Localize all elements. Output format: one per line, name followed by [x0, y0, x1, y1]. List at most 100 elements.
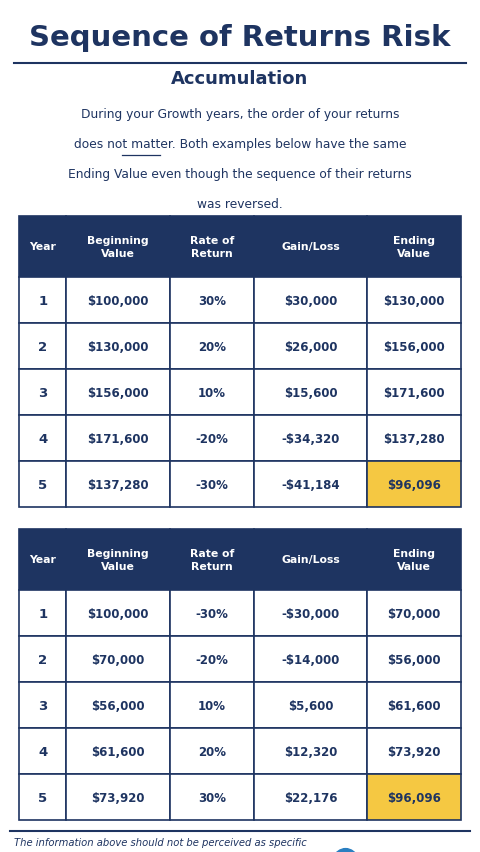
- Text: Ending
Value: Ending Value: [393, 549, 435, 571]
- Text: -$41,184: -$41,184: [281, 478, 340, 492]
- Text: $96,096: $96,096: [387, 791, 441, 804]
- FancyBboxPatch shape: [169, 278, 254, 324]
- Text: $73,920: $73,920: [91, 791, 144, 804]
- FancyBboxPatch shape: [367, 370, 461, 416]
- Circle shape: [325, 849, 366, 852]
- FancyBboxPatch shape: [367, 216, 461, 278]
- Text: $96,096: $96,096: [387, 478, 441, 492]
- FancyBboxPatch shape: [169, 590, 254, 636]
- Text: -$30,000: -$30,000: [281, 607, 339, 620]
- FancyBboxPatch shape: [169, 324, 254, 370]
- FancyBboxPatch shape: [19, 590, 66, 636]
- FancyBboxPatch shape: [19, 216, 66, 278]
- Text: $70,000: $70,000: [387, 607, 441, 620]
- FancyBboxPatch shape: [169, 682, 254, 728]
- Text: 1: 1: [38, 607, 47, 620]
- FancyBboxPatch shape: [19, 728, 66, 774]
- FancyBboxPatch shape: [367, 728, 461, 774]
- Text: 1: 1: [38, 294, 47, 308]
- Text: Rate of
Return: Rate of Return: [190, 236, 234, 258]
- FancyBboxPatch shape: [254, 216, 367, 278]
- Text: $137,280: $137,280: [87, 478, 149, 492]
- Text: $171,600: $171,600: [383, 386, 444, 400]
- FancyBboxPatch shape: [66, 462, 169, 508]
- FancyBboxPatch shape: [367, 462, 461, 508]
- Text: -30%: -30%: [195, 607, 228, 620]
- FancyBboxPatch shape: [169, 216, 254, 278]
- FancyBboxPatch shape: [254, 636, 367, 682]
- Text: was reversed.: was reversed.: [197, 198, 283, 210]
- Text: 3: 3: [38, 699, 48, 712]
- Text: 5: 5: [38, 791, 47, 804]
- Text: $70,000: $70,000: [91, 653, 144, 666]
- FancyBboxPatch shape: [169, 370, 254, 416]
- FancyBboxPatch shape: [19, 462, 66, 508]
- Text: Sequence of Returns Risk: Sequence of Returns Risk: [29, 24, 451, 52]
- Text: $30,000: $30,000: [284, 294, 337, 308]
- Text: 20%: 20%: [198, 340, 226, 354]
- Text: Beginning
Value: Beginning Value: [87, 549, 149, 571]
- FancyBboxPatch shape: [19, 774, 66, 820]
- FancyBboxPatch shape: [66, 590, 169, 636]
- Text: Year: Year: [29, 242, 56, 252]
- FancyBboxPatch shape: [254, 590, 367, 636]
- Text: 10%: 10%: [198, 386, 226, 400]
- FancyBboxPatch shape: [66, 324, 169, 370]
- Text: $137,280: $137,280: [383, 432, 444, 446]
- FancyBboxPatch shape: [169, 416, 254, 462]
- FancyBboxPatch shape: [367, 682, 461, 728]
- Text: 5: 5: [38, 478, 47, 492]
- FancyBboxPatch shape: [19, 636, 66, 682]
- FancyBboxPatch shape: [254, 324, 367, 370]
- Text: 20%: 20%: [198, 745, 226, 758]
- Text: $130,000: $130,000: [87, 340, 149, 354]
- Text: 4: 4: [38, 432, 48, 446]
- FancyBboxPatch shape: [169, 774, 254, 820]
- FancyBboxPatch shape: [367, 636, 461, 682]
- Text: $61,600: $61,600: [387, 699, 441, 712]
- Text: -$14,000: -$14,000: [281, 653, 340, 666]
- Text: -30%: -30%: [195, 478, 228, 492]
- FancyBboxPatch shape: [169, 728, 254, 774]
- FancyBboxPatch shape: [19, 682, 66, 728]
- Text: $156,000: $156,000: [87, 386, 149, 400]
- FancyBboxPatch shape: [66, 682, 169, 728]
- Text: $171,600: $171,600: [87, 432, 149, 446]
- Text: Ending
Value: Ending Value: [393, 236, 435, 258]
- Text: -$34,320: -$34,320: [281, 432, 340, 446]
- FancyBboxPatch shape: [66, 416, 169, 462]
- FancyBboxPatch shape: [254, 370, 367, 416]
- FancyBboxPatch shape: [66, 774, 169, 820]
- FancyBboxPatch shape: [169, 462, 254, 508]
- Text: 3: 3: [38, 386, 48, 400]
- FancyBboxPatch shape: [254, 529, 367, 590]
- FancyBboxPatch shape: [66, 216, 169, 278]
- Text: 2: 2: [38, 340, 47, 354]
- Text: Accumulation: Accumulation: [171, 70, 309, 88]
- FancyBboxPatch shape: [254, 774, 367, 820]
- Text: $61,600: $61,600: [91, 745, 144, 758]
- Text: $73,920: $73,920: [387, 745, 441, 758]
- FancyBboxPatch shape: [19, 278, 66, 324]
- FancyBboxPatch shape: [254, 728, 367, 774]
- FancyBboxPatch shape: [169, 636, 254, 682]
- FancyBboxPatch shape: [169, 529, 254, 590]
- FancyBboxPatch shape: [367, 529, 461, 590]
- Text: $100,000: $100,000: [87, 294, 149, 308]
- FancyBboxPatch shape: [254, 682, 367, 728]
- FancyBboxPatch shape: [254, 278, 367, 324]
- FancyBboxPatch shape: [66, 278, 169, 324]
- FancyBboxPatch shape: [254, 416, 367, 462]
- FancyBboxPatch shape: [66, 370, 169, 416]
- FancyBboxPatch shape: [66, 529, 169, 590]
- Text: Rate of
Return: Rate of Return: [190, 549, 234, 571]
- Text: $5,600: $5,600: [288, 699, 333, 712]
- FancyBboxPatch shape: [19, 370, 66, 416]
- Text: 2: 2: [38, 653, 47, 666]
- Text: $156,000: $156,000: [383, 340, 444, 354]
- FancyBboxPatch shape: [19, 529, 66, 590]
- Text: -20%: -20%: [195, 653, 228, 666]
- FancyBboxPatch shape: [367, 416, 461, 462]
- Text: The information above should not be perceived as specific
investment advice. We : The information above should not be perc…: [14, 838, 309, 852]
- Text: $130,000: $130,000: [383, 294, 444, 308]
